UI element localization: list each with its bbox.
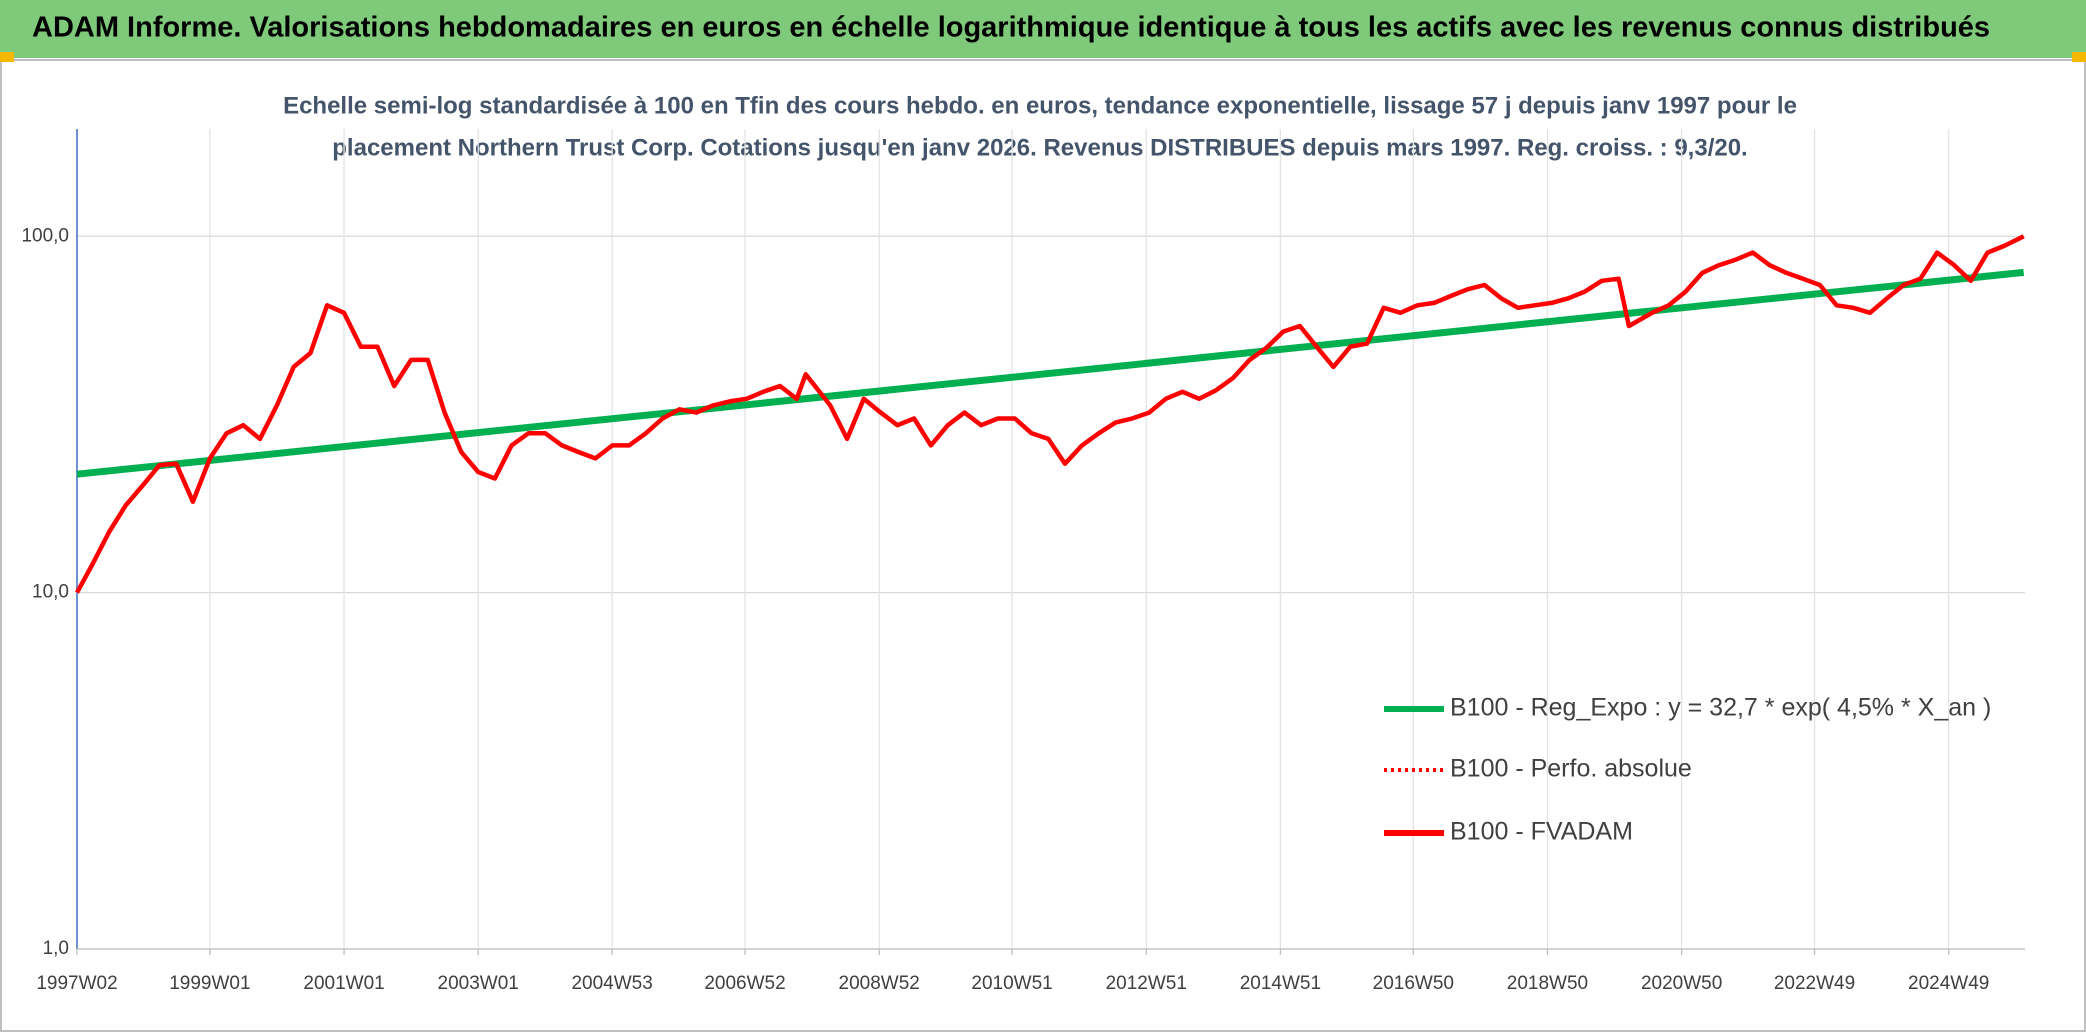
x-tick-label: 2022W49: [1774, 973, 1855, 994]
corner-mark: [2072, 52, 2086, 62]
chart-title: ADAM Informe. Valorisations hebdomadaire…: [32, 12, 1990, 44]
x-tick-label: 2010W51: [971, 973, 1052, 994]
x-tick-label: 2003W01: [438, 973, 519, 994]
legend-label: B100 - Reg_Expo : y = 32,7 * exp( 4,5% *…: [1450, 694, 1991, 722]
y-tick-label: 1,0: [43, 938, 69, 959]
x-tick-label: 2018W50: [1507, 973, 1588, 994]
data-line: [76, 268, 2025, 478]
legend-label: B100 - Perfo. absolue: [1450, 755, 1692, 783]
y-tick-label: 100,0: [21, 225, 69, 246]
data-line: [75, 234, 2025, 594]
chart-border: [0, 59, 2086, 1032]
x-tick-label: 1999W01: [169, 973, 250, 994]
x-tick-label: 2020W50: [1641, 973, 1722, 994]
legend-label: B100 - FVADAM: [1450, 818, 1633, 846]
corner-mark: [0, 52, 14, 62]
x-tick-label: 2012W51: [1106, 973, 1187, 994]
x-tick-label: 2004W53: [571, 973, 652, 994]
x-tick-label: 2001W01: [303, 973, 384, 994]
header-bar: [0, 0, 2086, 58]
chart-subtitle: placement Northern Trust Corp. Cotations…: [332, 134, 1747, 161]
x-tick-label: 2006W52: [704, 973, 785, 994]
y-tick-label: 10,0: [32, 582, 69, 603]
x-tick-label: 2008W52: [839, 973, 920, 994]
x-tick-label: 2024W49: [1908, 973, 1989, 994]
x-tick-label: 2016W50: [1373, 973, 1454, 994]
x-tick-label: 2014W51: [1240, 973, 1321, 994]
x-tick-label: 1997W02: [36, 973, 117, 994]
chart-subtitle: Echelle semi-log standardisée à 100 en T…: [283, 92, 1797, 119]
